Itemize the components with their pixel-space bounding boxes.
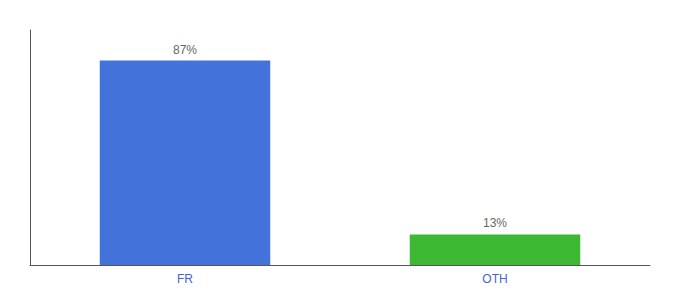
svg-text:87%: 87% [173, 43, 197, 57]
svg-text:13%: 13% [483, 216, 507, 230]
svg-text:OTH: OTH [482, 272, 507, 286]
svg-text:FR: FR [177, 272, 193, 286]
